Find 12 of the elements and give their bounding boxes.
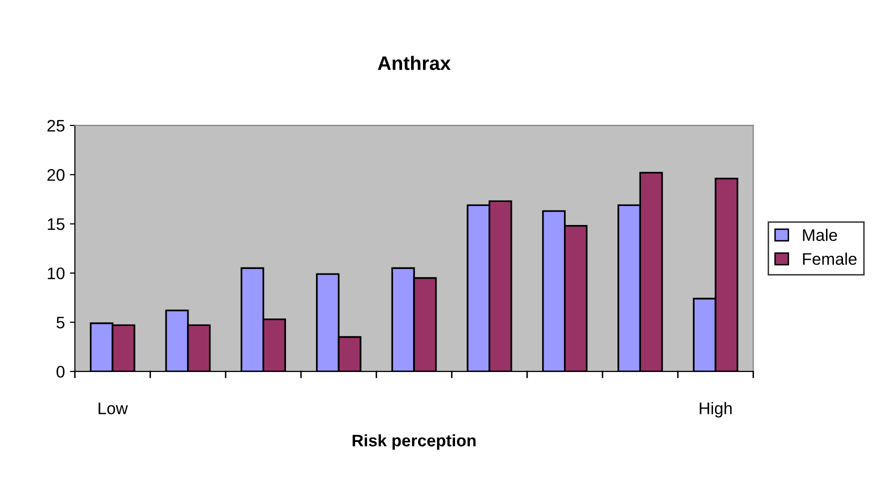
y-tick-label: 0 <box>56 366 65 378</box>
y-tick-label: 10 <box>48 267 65 280</box>
x-tick-label: Low <box>98 402 128 414</box>
legend-label: Female <box>803 252 857 265</box>
x-axis-title: Risk perception <box>352 434 476 450</box>
y-tick-label: 20 <box>47 169 65 181</box>
chart-title: Anthrax <box>378 56 451 70</box>
y-tick-label: 25 <box>47 120 64 132</box>
legend-label: Male <box>803 228 838 241</box>
y-tick-label: 5 <box>56 316 64 328</box>
y-tick-label: 15 <box>48 218 64 230</box>
x-tick-label: High <box>700 402 732 418</box>
